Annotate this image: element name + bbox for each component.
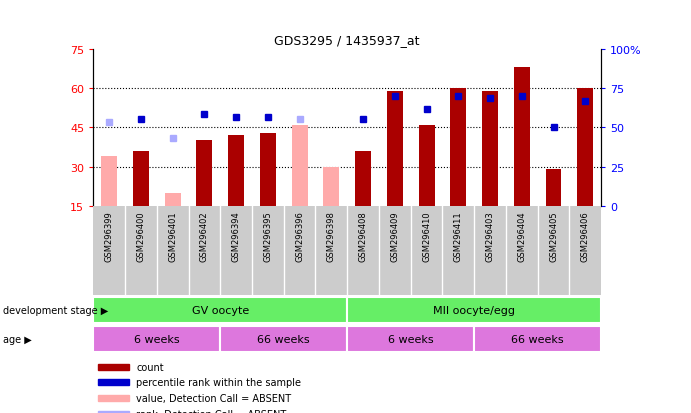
Bar [260,133,276,206]
Bar [451,89,466,206]
Bar [98,380,129,385]
Bar [387,91,403,206]
Text: age ▶: age ▶ [3,334,32,344]
Text: GSM296404: GSM296404 [518,211,527,261]
Text: GSM296403: GSM296403 [486,211,495,261]
Bar [133,152,149,206]
Text: GV oocyte: GV oocyte [191,305,249,315]
Text: GSM296402: GSM296402 [200,211,209,261]
Bar [93,297,347,323]
Bar [228,136,244,206]
Text: count: count [136,362,164,372]
Bar [578,89,594,206]
Text: MII oocyte/egg: MII oocyte/egg [433,305,515,315]
Bar [474,326,601,352]
Bar [482,91,498,206]
Text: GSM296394: GSM296394 [231,211,240,261]
Title: GDS3295 / 1435937_at: GDS3295 / 1435937_at [274,34,420,47]
Bar [292,126,307,206]
Bar [323,167,339,206]
Text: 6 weeks: 6 weeks [388,334,433,344]
Text: GSM296396: GSM296396 [295,211,304,262]
Bar [98,395,129,401]
Text: rank, Detection Call = ABSENT: rank, Detection Call = ABSENT [136,408,287,413]
Text: 6 weeks: 6 weeks [134,334,180,344]
Text: GSM296398: GSM296398 [327,211,336,262]
Text: GSM296408: GSM296408 [359,211,368,261]
Text: GSM296395: GSM296395 [263,211,272,261]
Bar [514,68,530,206]
Text: GSM296406: GSM296406 [581,211,590,261]
Text: 66 weeks: 66 weeks [258,334,310,344]
Bar [220,326,347,352]
Bar [347,297,601,323]
Bar [419,126,435,206]
Text: GSM296411: GSM296411 [454,211,463,261]
Text: GSM296410: GSM296410 [422,211,431,261]
Bar [98,364,129,370]
Bar [546,170,562,206]
Text: GSM296405: GSM296405 [549,211,558,261]
Text: GSM296409: GSM296409 [390,211,399,261]
Text: development stage ▶: development stage ▶ [3,305,108,315]
Bar [347,326,474,352]
Text: value, Detection Call = ABSENT: value, Detection Call = ABSENT [136,393,292,403]
Bar [164,193,180,206]
Text: GSM296400: GSM296400 [136,211,145,261]
Bar [196,141,212,206]
Text: GSM296401: GSM296401 [168,211,177,261]
Text: 66 weeks: 66 weeks [511,334,564,344]
Bar [98,411,129,413]
Bar [101,157,117,206]
Bar [93,326,220,352]
Bar [355,152,371,206]
Text: percentile rank within the sample: percentile rank within the sample [136,377,301,387]
Text: GSM296399: GSM296399 [104,211,113,261]
